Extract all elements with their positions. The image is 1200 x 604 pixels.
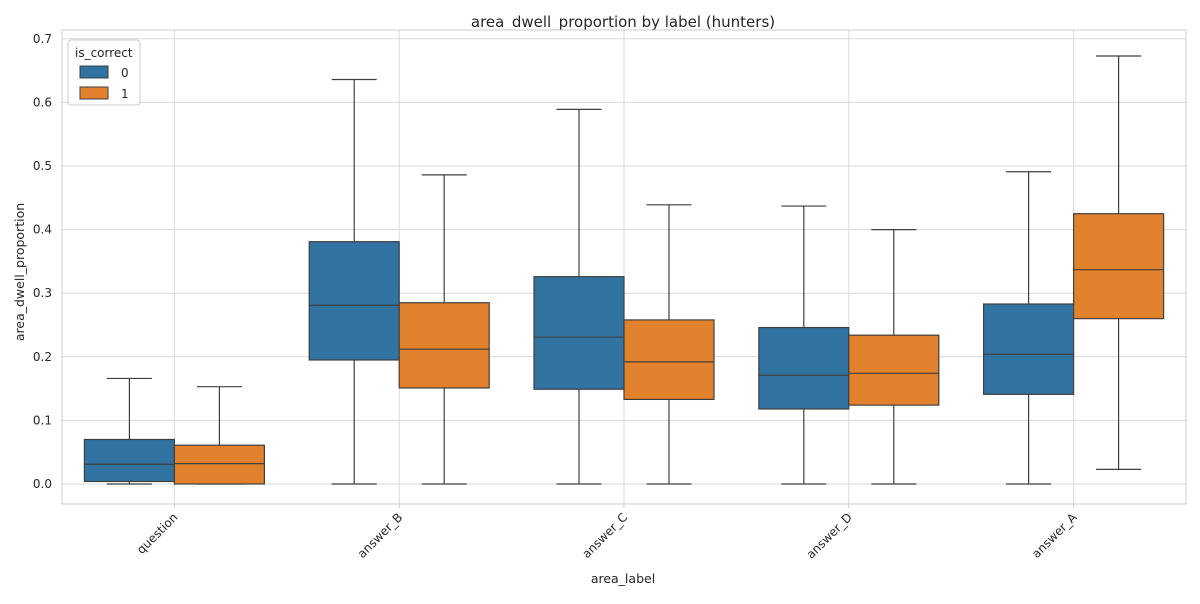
y-tick-label: 0.0 (33, 477, 52, 491)
box-series (83, 55, 1165, 485)
y-tick-label: 0.1 (33, 413, 52, 427)
iqr-box (758, 326, 850, 410)
legend-items: 01 (79, 65, 129, 101)
x-tick-label: answer_D (804, 510, 855, 561)
y-tick-label: 0.6 (33, 95, 52, 109)
iqr-box (398, 302, 490, 389)
x-tick-label: answer_B (355, 510, 406, 561)
grid-lines (62, 30, 1186, 504)
box-question-0 (83, 377, 176, 485)
box-answer_A-0 (982, 171, 1075, 485)
legend-item-1: 1 (79, 86, 129, 101)
y-tick-label: 0.4 (33, 223, 52, 237)
iqr-box (1072, 213, 1165, 320)
box-answer_B-1 (398, 174, 490, 485)
y-tick-label: 0.3 (33, 286, 52, 300)
iqr-box (173, 444, 265, 485)
box-question-1 (173, 386, 265, 485)
iqr-box (83, 438, 176, 483)
legend-item-0: 0 (79, 65, 129, 80)
iqr-box (308, 241, 400, 361)
box-answer_D-1 (848, 229, 940, 485)
box-answer_D-0 (758, 205, 850, 485)
legend-label: 0 (121, 66, 129, 80)
iqr-box (982, 303, 1075, 395)
legend-swatch (79, 65, 109, 79)
box-answer_C-0 (533, 108, 625, 485)
chart-title: area_dwell_proportion by label (hunters) (471, 13, 775, 32)
box-answer_B-0 (308, 78, 400, 485)
series-0 (83, 78, 1075, 485)
y-tick-label: 0.7 (33, 32, 52, 46)
y-tick-label: 0.5 (33, 159, 52, 173)
iqr-box (623, 319, 715, 401)
legend: is_correct 01 (67, 39, 141, 106)
y-tick-label: 0.2 (33, 350, 52, 364)
iqr-box (533, 276, 625, 390)
x-tick-labels: question answer_B answer_C answer_D answer_A (134, 504, 1080, 562)
box-answer_C-1 (623, 204, 715, 485)
x-axis-label: area_label (591, 571, 655, 586)
y-tick-labels: 0.0 0.1 0.2 0.3 0.4 0.5 0.6 0.7 (33, 32, 52, 491)
legend-title: is_correct (75, 46, 133, 60)
series-1 (173, 55, 1165, 485)
box-answer_A-1 (1072, 55, 1165, 470)
x-tick-label: question (134, 510, 181, 557)
legend-label: 1 (121, 87, 129, 101)
y-axis-label: area_dwell_proportion (12, 203, 27, 341)
iqr-box (848, 334, 940, 406)
x-tick-label: answer_A (1029, 510, 1080, 561)
legend-swatch (79, 86, 109, 100)
x-tick-label: answer_C (579, 510, 630, 561)
